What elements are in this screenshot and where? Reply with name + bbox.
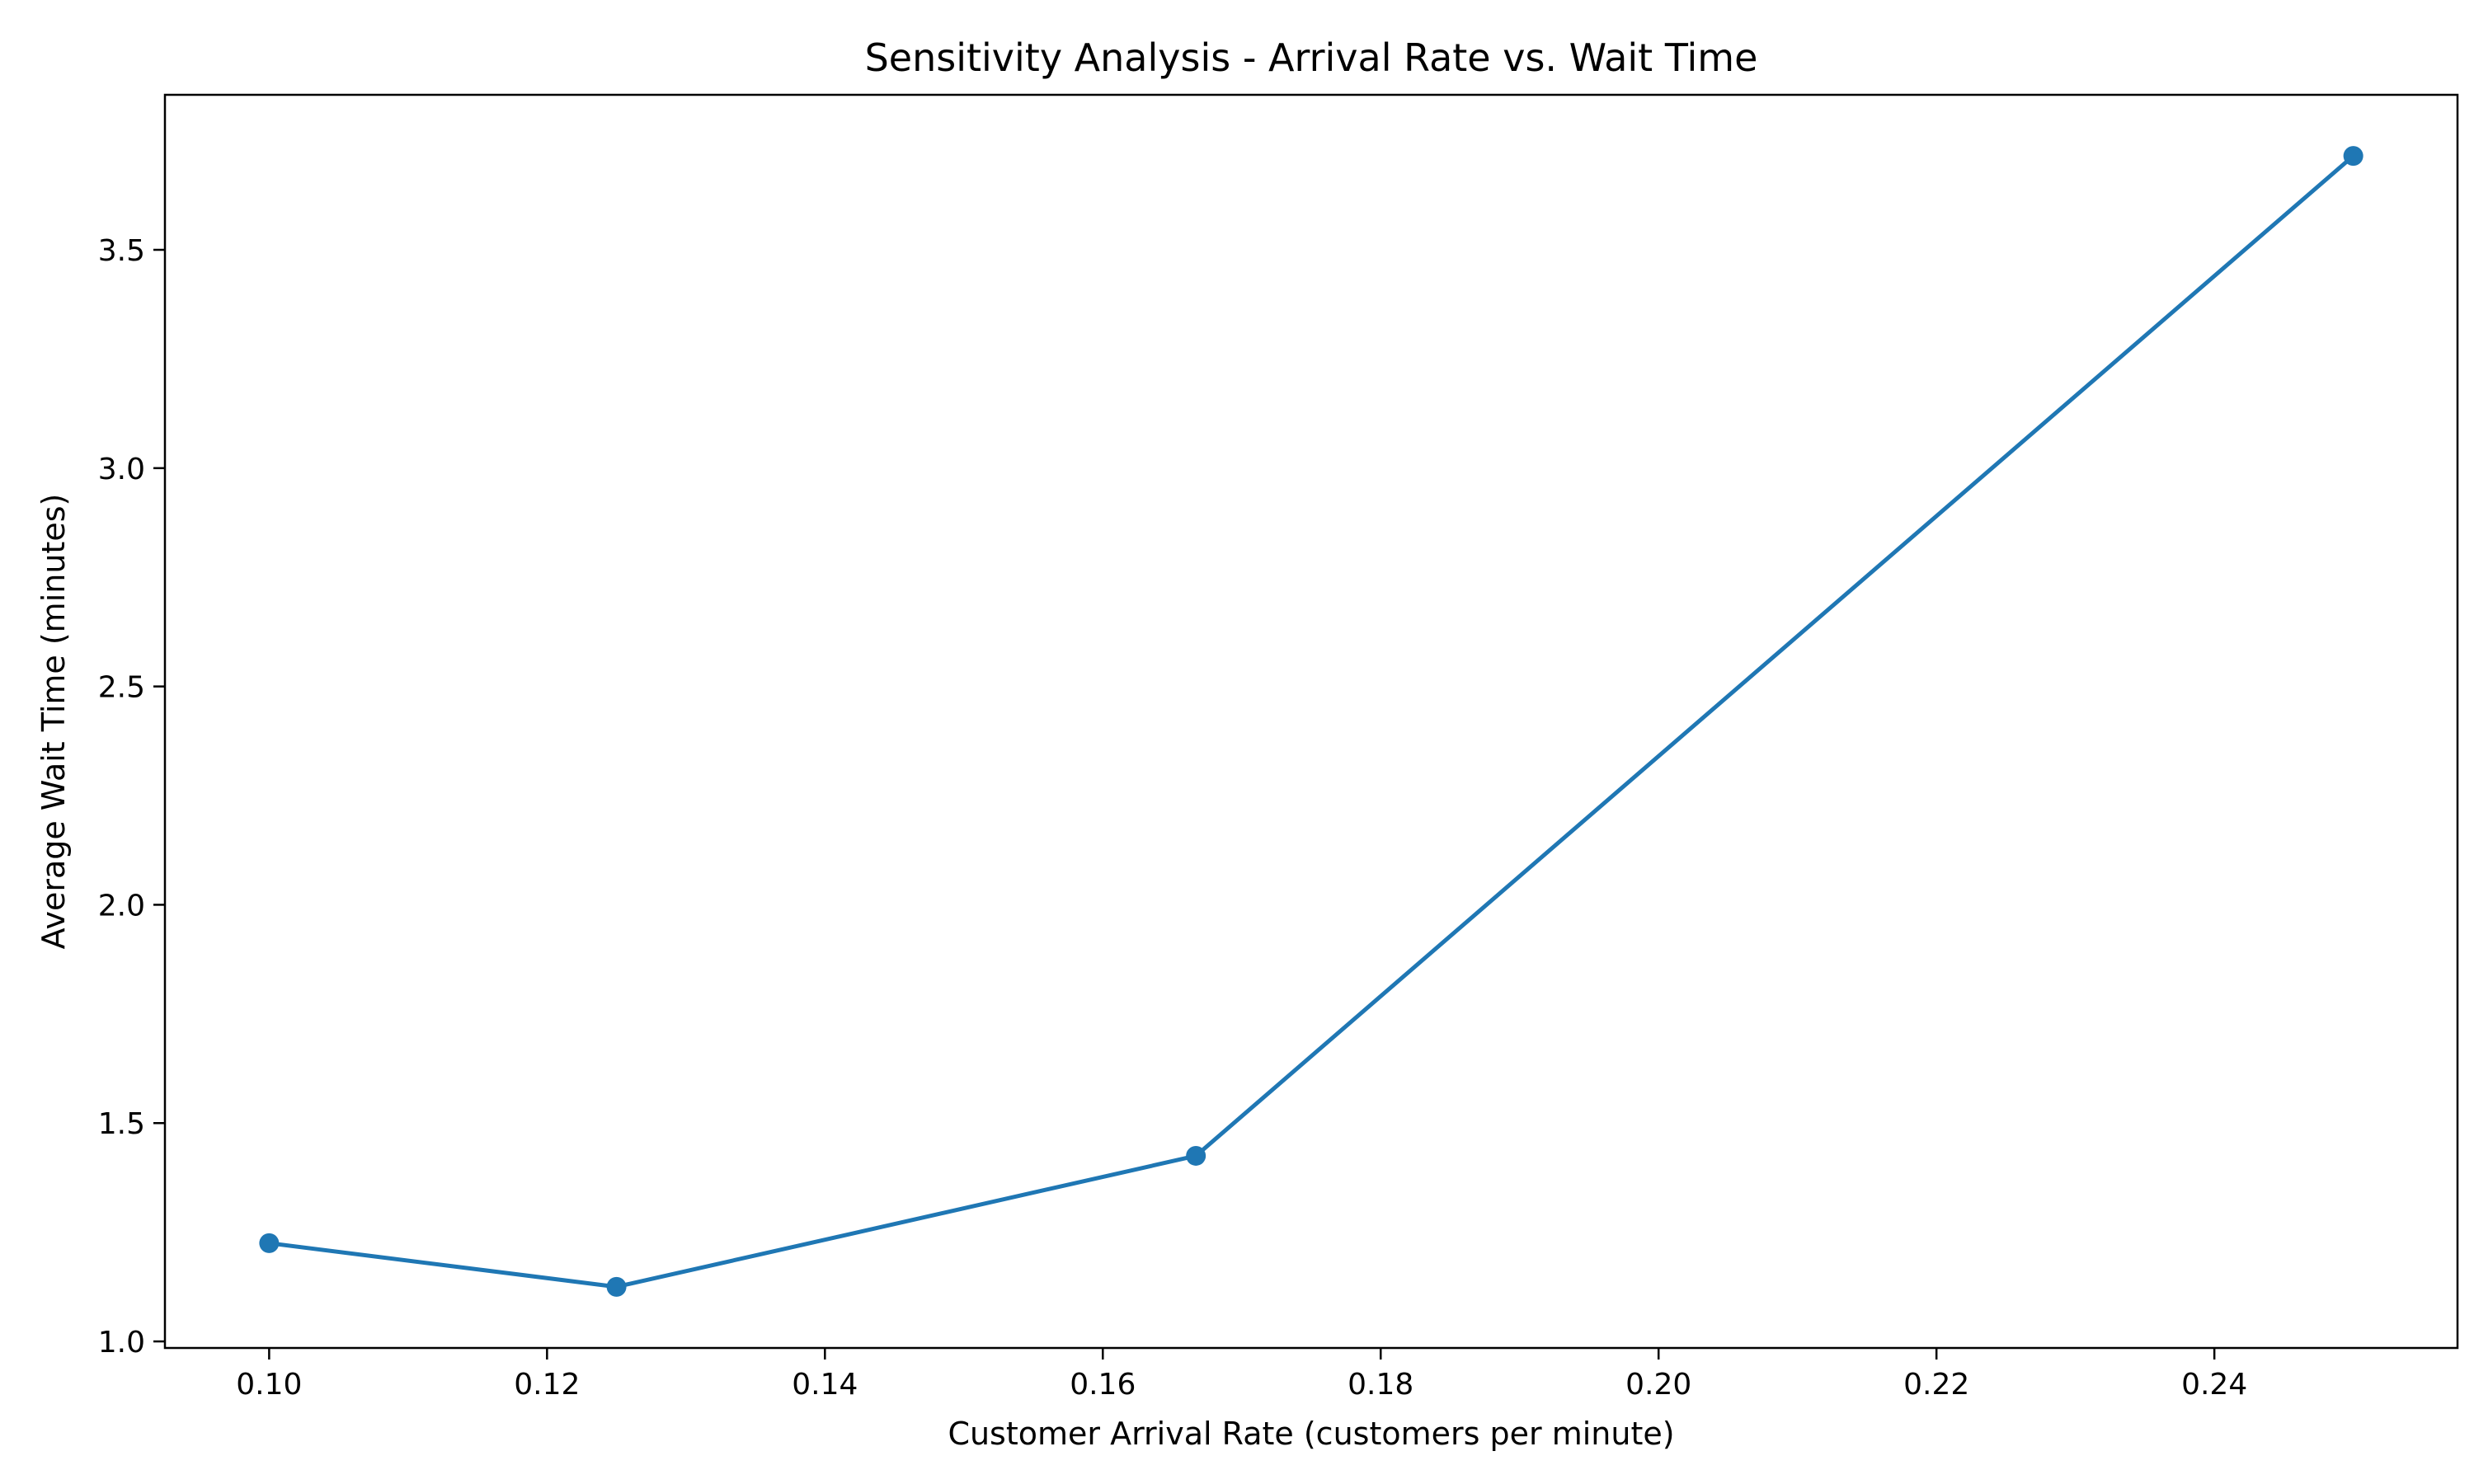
x-axis: 0.10 0.12 0.14 0.16 0.18 0.20 0.22 0.24 (236, 1348, 2247, 1402)
x-tick-label: 0.22 (1903, 1368, 1969, 1402)
series-line (266, 153, 2357, 1289)
plot-area (259, 146, 2363, 1297)
y-tick-label: 2.0 (98, 889, 145, 923)
x-axis-label: Customer Arrival Rate (customers per min… (948, 1416, 1674, 1452)
data-point (259, 1233, 280, 1253)
x-tick-label: 0.20 (1625, 1368, 1691, 1402)
y-axis-label: Average Wait Time (minutes) (35, 494, 72, 950)
x-tick-label: 0.14 (792, 1368, 858, 1402)
x-tick-label: 0.10 (236, 1368, 302, 1402)
plot-frame (163, 93, 2459, 1350)
data-point (1186, 1145, 1206, 1166)
y-axis: 1.0 1.5 2.0 2.5 3.0 3.5 (98, 234, 165, 1360)
y-tick-label: 1.0 (98, 1326, 145, 1360)
data-point (2343, 146, 2363, 167)
y-tick-label: 3.5 (98, 234, 145, 268)
data-point (606, 1276, 627, 1297)
y-tick-label: 2.5 (98, 671, 145, 705)
x-tick-label: 0.24 (2181, 1368, 2247, 1402)
y-tick-label: 1.5 (98, 1107, 145, 1141)
y-tick-label: 3.0 (98, 453, 145, 486)
x-tick-label: 0.12 (514, 1368, 580, 1402)
chart-title: Sensitivity Analysis - Arrival Rate vs. … (865, 35, 1758, 80)
x-tick-label: 0.18 (1348, 1368, 1413, 1402)
x-tick-label: 0.16 (1070, 1368, 1136, 1402)
